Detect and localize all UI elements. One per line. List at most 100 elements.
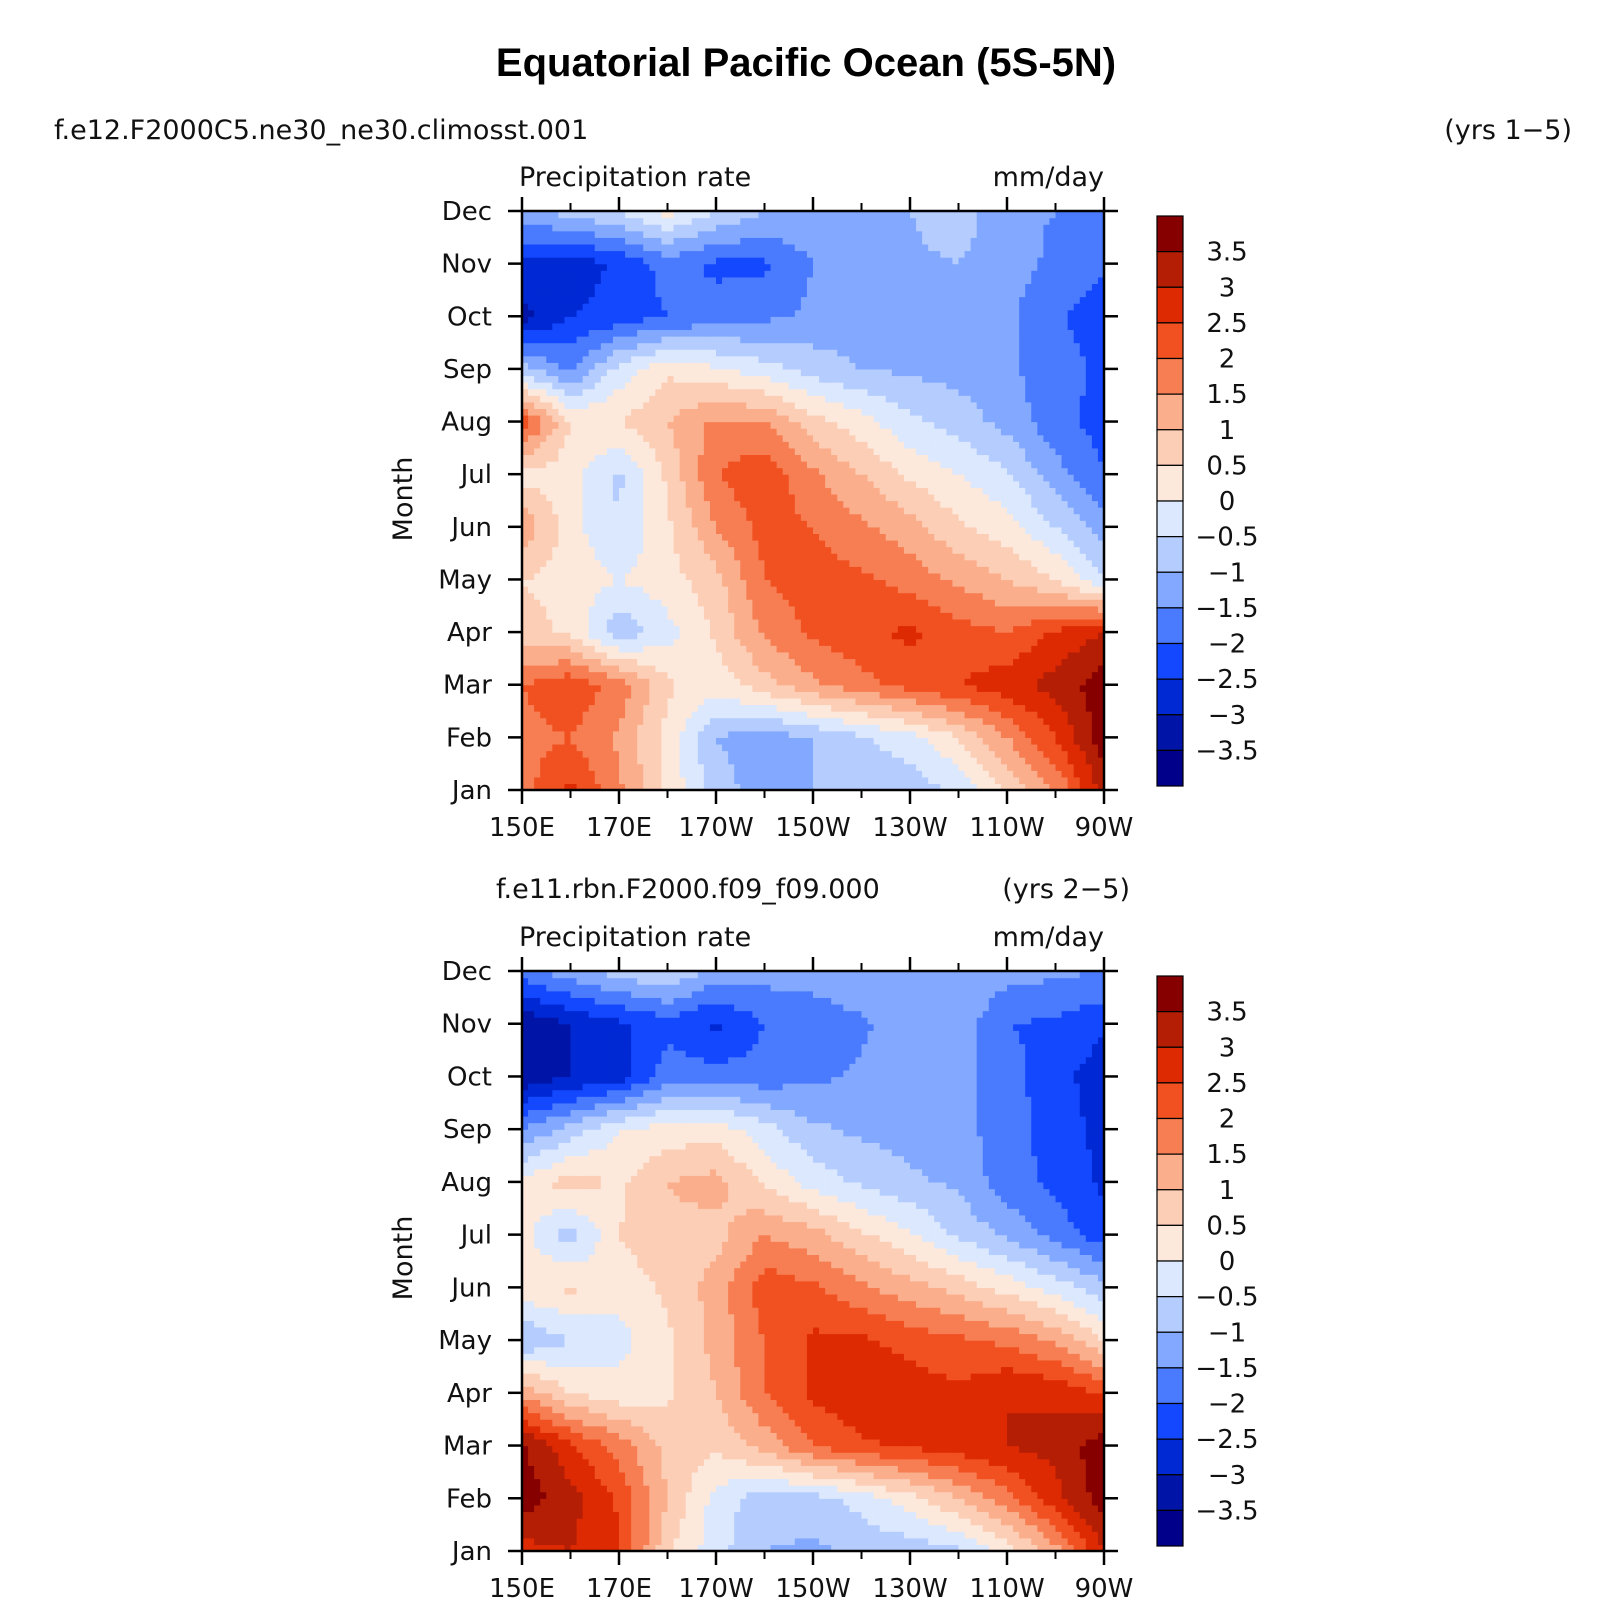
heatmap-cell xyxy=(946,678,953,685)
heatmap-cell xyxy=(910,770,917,777)
heatmap-cell xyxy=(552,461,559,468)
heatmap-cell xyxy=(1086,448,1093,455)
heatmap-cell xyxy=(734,665,741,672)
heatmap-cell xyxy=(546,481,553,488)
heatmap-cell xyxy=(625,639,632,646)
heatmap-cell xyxy=(649,606,656,613)
heatmap-cell xyxy=(546,487,553,494)
heatmap-cell xyxy=(668,566,675,573)
heatmap-cell xyxy=(558,731,565,738)
heatmap-cell xyxy=(674,632,681,639)
heatmap-cell xyxy=(989,448,996,455)
heatmap-cell xyxy=(862,599,869,606)
heatmap-cell xyxy=(862,566,869,573)
heatmap-cell xyxy=(977,553,984,560)
heatmap-cell xyxy=(631,612,638,619)
heatmap-cell xyxy=(874,514,881,521)
heatmap-cell xyxy=(831,685,838,692)
heatmap-cell xyxy=(564,520,571,527)
heatmap-cell xyxy=(1056,540,1063,547)
heatmap-cell xyxy=(971,579,978,586)
heatmap-cell xyxy=(698,751,705,758)
heatmap-cell xyxy=(728,764,735,771)
heatmap-cell xyxy=(771,751,778,758)
heatmap-cell xyxy=(552,606,559,613)
heatmap-cell xyxy=(946,691,953,698)
heatmap-cell xyxy=(880,540,887,547)
heatmap-cell xyxy=(898,454,905,461)
heatmap-cell xyxy=(625,454,632,461)
heatmap-cell xyxy=(922,494,929,501)
heatmap-cell xyxy=(904,757,911,764)
heatmap-cell xyxy=(989,507,996,514)
heatmap-cell xyxy=(1043,579,1050,586)
heatmap-cell xyxy=(1043,685,1050,692)
heatmap-cell xyxy=(1007,770,1014,777)
heatmap-cell xyxy=(698,606,705,613)
heatmap-cell xyxy=(783,639,790,646)
heatmap-cell xyxy=(1037,678,1044,685)
heatmap-cell xyxy=(837,533,844,540)
heatmap-cell xyxy=(940,566,947,573)
heatmap-cell xyxy=(595,448,602,455)
heatmap-cell xyxy=(868,691,875,698)
heatmap-cell xyxy=(1037,672,1044,679)
heatmap-cell xyxy=(886,704,893,711)
heatmap-cell xyxy=(1037,487,1044,494)
heatmap-cell xyxy=(540,691,547,698)
heatmap-cell xyxy=(692,770,699,777)
heatmap-cell xyxy=(740,672,747,679)
heatmap-cell xyxy=(880,553,887,560)
heatmap-cell xyxy=(971,764,978,771)
heatmap-cell xyxy=(655,711,662,718)
heatmap-cell xyxy=(892,724,899,731)
heatmap-cell xyxy=(765,718,772,725)
heatmap-cell xyxy=(922,599,929,606)
heatmap-cell xyxy=(540,658,547,665)
heatmap-cell xyxy=(946,731,953,738)
heatmap-cell xyxy=(995,626,1002,633)
heatmap-cell xyxy=(625,672,632,679)
heatmap-cell xyxy=(1092,658,1099,665)
heatmap-cell xyxy=(995,724,1002,731)
heatmap-cell xyxy=(728,461,735,468)
heatmap-cell xyxy=(771,665,778,672)
heatmap-cell xyxy=(1086,507,1093,514)
heatmap-cell xyxy=(686,757,693,764)
heatmap-cell xyxy=(734,553,741,560)
heatmap-cell xyxy=(643,658,650,665)
heatmap-cell xyxy=(746,777,753,784)
heatmap-cell xyxy=(819,606,826,613)
heatmap-cell xyxy=(637,481,644,488)
heatmap-cell xyxy=(807,626,814,633)
heatmap-cell xyxy=(952,658,959,665)
heatmap-cell xyxy=(692,593,699,600)
heatmap-cell xyxy=(752,658,759,665)
heatmap-cell xyxy=(613,645,620,652)
heatmap-cell xyxy=(528,718,535,725)
heatmap-cell xyxy=(971,691,978,698)
heatmap-cell xyxy=(771,612,778,619)
heatmap-cell xyxy=(1068,652,1075,659)
heatmap-cell xyxy=(807,737,814,744)
heatmap-cell xyxy=(698,645,705,652)
heatmap-cell xyxy=(934,685,941,692)
heatmap-cell xyxy=(564,751,571,758)
heatmap-cell xyxy=(819,626,826,633)
heatmap-cell xyxy=(752,448,759,455)
heatmap-cell xyxy=(910,487,917,494)
heatmap-cell xyxy=(534,520,541,527)
heatmap-cell xyxy=(722,652,729,659)
heatmap-cell xyxy=(910,737,917,744)
heatmap-cell xyxy=(571,711,578,718)
heatmap-cell xyxy=(1031,685,1038,692)
heatmap-cell xyxy=(922,566,929,573)
heatmap-cell xyxy=(922,481,929,488)
heatmap-cell xyxy=(619,612,626,619)
heatmap-cell xyxy=(1074,718,1081,725)
heatmap-cell xyxy=(692,737,699,744)
heatmap-cell xyxy=(1092,448,1099,455)
heatmap-cell xyxy=(959,619,966,626)
heatmap-cell xyxy=(643,672,650,679)
heatmap-cell xyxy=(952,553,959,560)
